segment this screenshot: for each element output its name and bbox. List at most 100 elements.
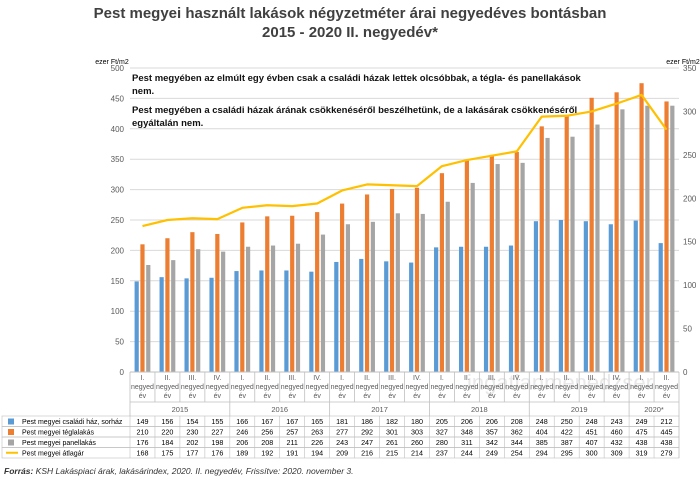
legend-key	[8, 418, 14, 425]
bar	[345, 224, 351, 372]
y-tick-label-left: 400	[111, 125, 125, 134]
chart-annotation-1: Pest megyében az elmúlt egy évben csak a…	[132, 73, 581, 97]
x-tick-label-sub: év	[438, 393, 446, 400]
bar	[445, 201, 450, 372]
data-label: 167	[286, 417, 298, 426]
data-label: 279	[661, 448, 673, 457]
bar	[389, 188, 395, 372]
bar	[570, 136, 575, 372]
x-tick-label-sub: negyed	[181, 384, 204, 391]
data-label: 263	[311, 427, 323, 436]
bar	[290, 215, 295, 372]
x-tick-label-sub: év	[289, 393, 297, 400]
data-label: 191	[286, 448, 298, 457]
bar	[295, 243, 301, 372]
data-label: 319	[636, 448, 648, 457]
bar	[439, 173, 445, 372]
y-tick-label-left: 450	[111, 94, 125, 103]
data-label: 244	[461, 448, 473, 457]
data-label: 248	[586, 417, 598, 426]
x-tick-label-sub: év	[214, 393, 222, 400]
bar	[664, 101, 669, 372]
bar	[608, 224, 613, 372]
data-label: 149	[136, 417, 148, 426]
bar	[489, 154, 494, 372]
y-axis-unit-right: ezer Ft/m2	[666, 59, 700, 66]
data-label: 181	[336, 417, 348, 426]
data-label: 254	[511, 448, 523, 457]
year-label: 2019	[571, 405, 588, 414]
x-tick-label: IV.	[513, 375, 521, 382]
data-label: 256	[261, 427, 273, 436]
data-label: 182	[386, 417, 398, 426]
chart-title-line1: Pest megyei használt lakások négyzetméte…	[93, 5, 607, 22]
x-tick-label-sub: év	[538, 393, 546, 400]
year-label: 2017	[371, 405, 388, 414]
x-tick-label: III.	[588, 375, 596, 382]
legend-label: Pest megyei téglalakás	[22, 429, 94, 436]
bar	[315, 212, 320, 372]
x-tick-label: II.	[464, 375, 470, 382]
data-label: 180	[411, 417, 423, 426]
bar	[495, 164, 500, 372]
x-tick-label: III.	[188, 375, 196, 382]
bar	[370, 221, 375, 372]
data-label: 475	[636, 427, 648, 436]
x-tick-label: II.	[165, 375, 171, 382]
data-label: 249	[486, 448, 498, 457]
y-tick-label-left: 350	[111, 155, 125, 164]
y-tick-label-left: 200	[111, 246, 125, 255]
bar	[159, 277, 164, 372]
x-tick-label-sub: negyed	[331, 384, 354, 391]
data-label: 211	[286, 438, 297, 447]
bar	[134, 281, 139, 372]
bar	[458, 246, 464, 372]
bar	[359, 258, 364, 372]
bar	[215, 233, 220, 372]
bar	[508, 245, 514, 372]
x-tick-label-sub: év	[413, 393, 421, 400]
bar	[633, 220, 638, 372]
x-tick-label-sub: negyed	[356, 384, 379, 391]
data-label: 407	[586, 438, 598, 447]
bar	[614, 92, 619, 372]
bar	[533, 221, 539, 372]
data-label: 189	[236, 448, 248, 457]
data-label: 292	[361, 427, 373, 436]
bar	[171, 260, 176, 372]
x-tick-label-sub: év	[638, 393, 646, 400]
data-label: 301	[386, 427, 398, 436]
x-tick-label-sub: negyed	[505, 384, 528, 391]
data-label: 432	[611, 438, 623, 447]
data-label: 303	[411, 427, 423, 436]
y-tick-label-right: 250	[683, 151, 697, 160]
data-label: 165	[311, 417, 323, 426]
data-label: 294	[536, 448, 548, 457]
data-label: 194	[311, 448, 323, 457]
x-tick-label: I.	[440, 375, 444, 382]
bar	[470, 182, 475, 372]
data-label: 220	[161, 427, 173, 436]
data-label: 311	[461, 438, 472, 447]
data-label: 451	[586, 427, 598, 436]
bar	[645, 105, 650, 373]
x-tick-label-sub: év	[264, 393, 272, 400]
bar	[340, 203, 345, 372]
data-label: 280	[436, 438, 448, 447]
x-tick-label: I.	[340, 375, 344, 382]
data-label: 186	[361, 417, 373, 426]
data-label: 295	[561, 448, 573, 457]
bar	[514, 151, 519, 372]
bar	[364, 194, 370, 372]
x-tick-label-sub: negyed	[430, 384, 453, 391]
y-tick-label-right: 300	[683, 107, 697, 116]
bar	[395, 213, 400, 372]
x-tick-label-sub: negyed	[381, 384, 404, 391]
source-text: KSH Lakáspiaci árak, lakásárindex, 2020.…	[33, 466, 354, 476]
data-label: 202	[186, 438, 198, 447]
bar	[483, 246, 489, 372]
bar	[589, 97, 594, 373]
x-tick-label-sub: év	[338, 393, 346, 400]
data-label: 156	[161, 417, 173, 426]
